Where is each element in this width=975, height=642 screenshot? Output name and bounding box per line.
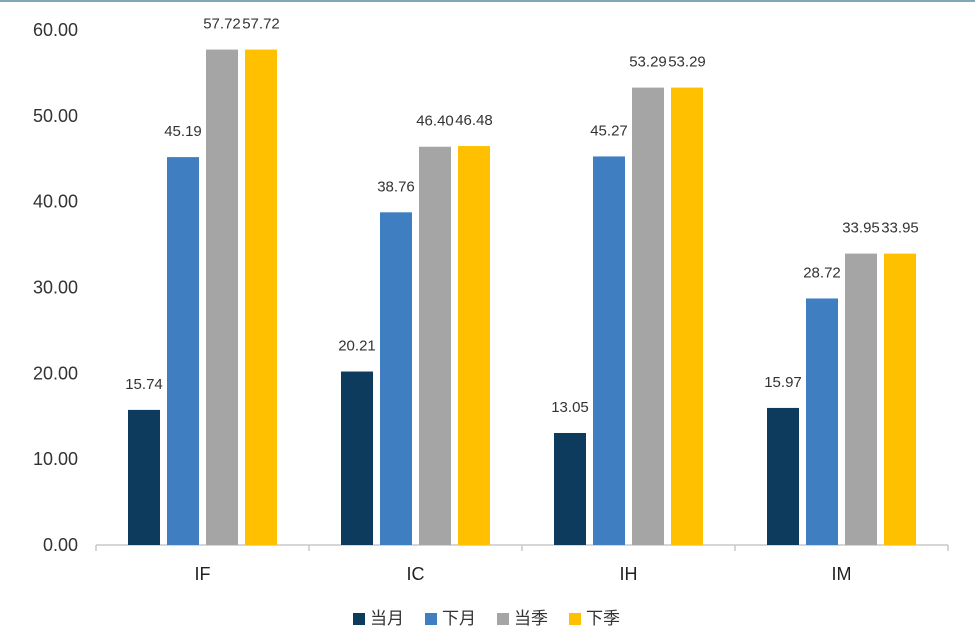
legend-label: 下季 xyxy=(586,609,620,629)
bar-ih-0 xyxy=(554,432,586,545)
category-label: IH xyxy=(620,564,638,584)
category-label: IC xyxy=(407,564,425,584)
bar-ih-3 xyxy=(671,87,703,545)
data-label: 20.21 xyxy=(338,338,376,355)
bar-if-3 xyxy=(245,49,277,545)
legend-label: 当季 xyxy=(514,609,548,629)
data-label: 46.40 xyxy=(416,113,454,130)
y-tick-label: 0.00 xyxy=(43,535,78,555)
bar-ic-0 xyxy=(341,371,373,545)
data-label: 15.74 xyxy=(125,376,163,393)
bar-im-0 xyxy=(767,407,799,545)
top-border xyxy=(0,0,975,2)
data-label: 45.27 xyxy=(590,122,628,139)
data-label: 38.76 xyxy=(377,178,415,195)
bar-ih-2 xyxy=(632,87,664,545)
bar-if-1 xyxy=(167,157,199,545)
bar-im-3 xyxy=(884,253,916,546)
bar-if-0 xyxy=(128,409,160,545)
bar-ih-1 xyxy=(593,156,625,545)
data-label: 57.72 xyxy=(203,16,241,33)
legend-label: 下月 xyxy=(442,609,476,629)
y-tick-label: 50.00 xyxy=(33,106,78,126)
y-tick-label: 20.00 xyxy=(33,363,78,383)
bar-ic-1 xyxy=(380,212,412,545)
bar-ic-3 xyxy=(458,146,490,545)
legend-swatch xyxy=(425,613,437,625)
legend-swatch xyxy=(569,613,581,625)
data-label: 13.05 xyxy=(551,399,589,416)
bar-im-1 xyxy=(806,298,838,545)
y-tick-label: 10.00 xyxy=(33,449,78,469)
legend-swatch xyxy=(353,613,365,625)
data-label: 46.48 xyxy=(455,112,493,129)
data-label: 45.19 xyxy=(164,123,202,140)
y-tick-label: 30.00 xyxy=(33,278,78,298)
bar-if-2 xyxy=(206,49,238,545)
bar-ic-2 xyxy=(419,146,451,545)
legend-swatch xyxy=(497,613,509,625)
y-tick-label: 40.00 xyxy=(33,192,78,212)
bar-im-2 xyxy=(845,253,877,546)
data-label: 28.72 xyxy=(803,264,841,281)
data-label: 57.72 xyxy=(242,16,280,33)
data-label: 53.29 xyxy=(629,54,667,71)
data-label: 33.95 xyxy=(881,220,919,237)
category-label: IF xyxy=(195,564,211,584)
data-label: 15.97 xyxy=(764,374,802,391)
data-label: 33.95 xyxy=(842,220,880,237)
data-label: 53.29 xyxy=(668,54,706,71)
category-label: IM xyxy=(832,564,852,584)
y-tick-label: 60.00 xyxy=(33,20,78,40)
legend-label: 当月 xyxy=(370,609,404,629)
